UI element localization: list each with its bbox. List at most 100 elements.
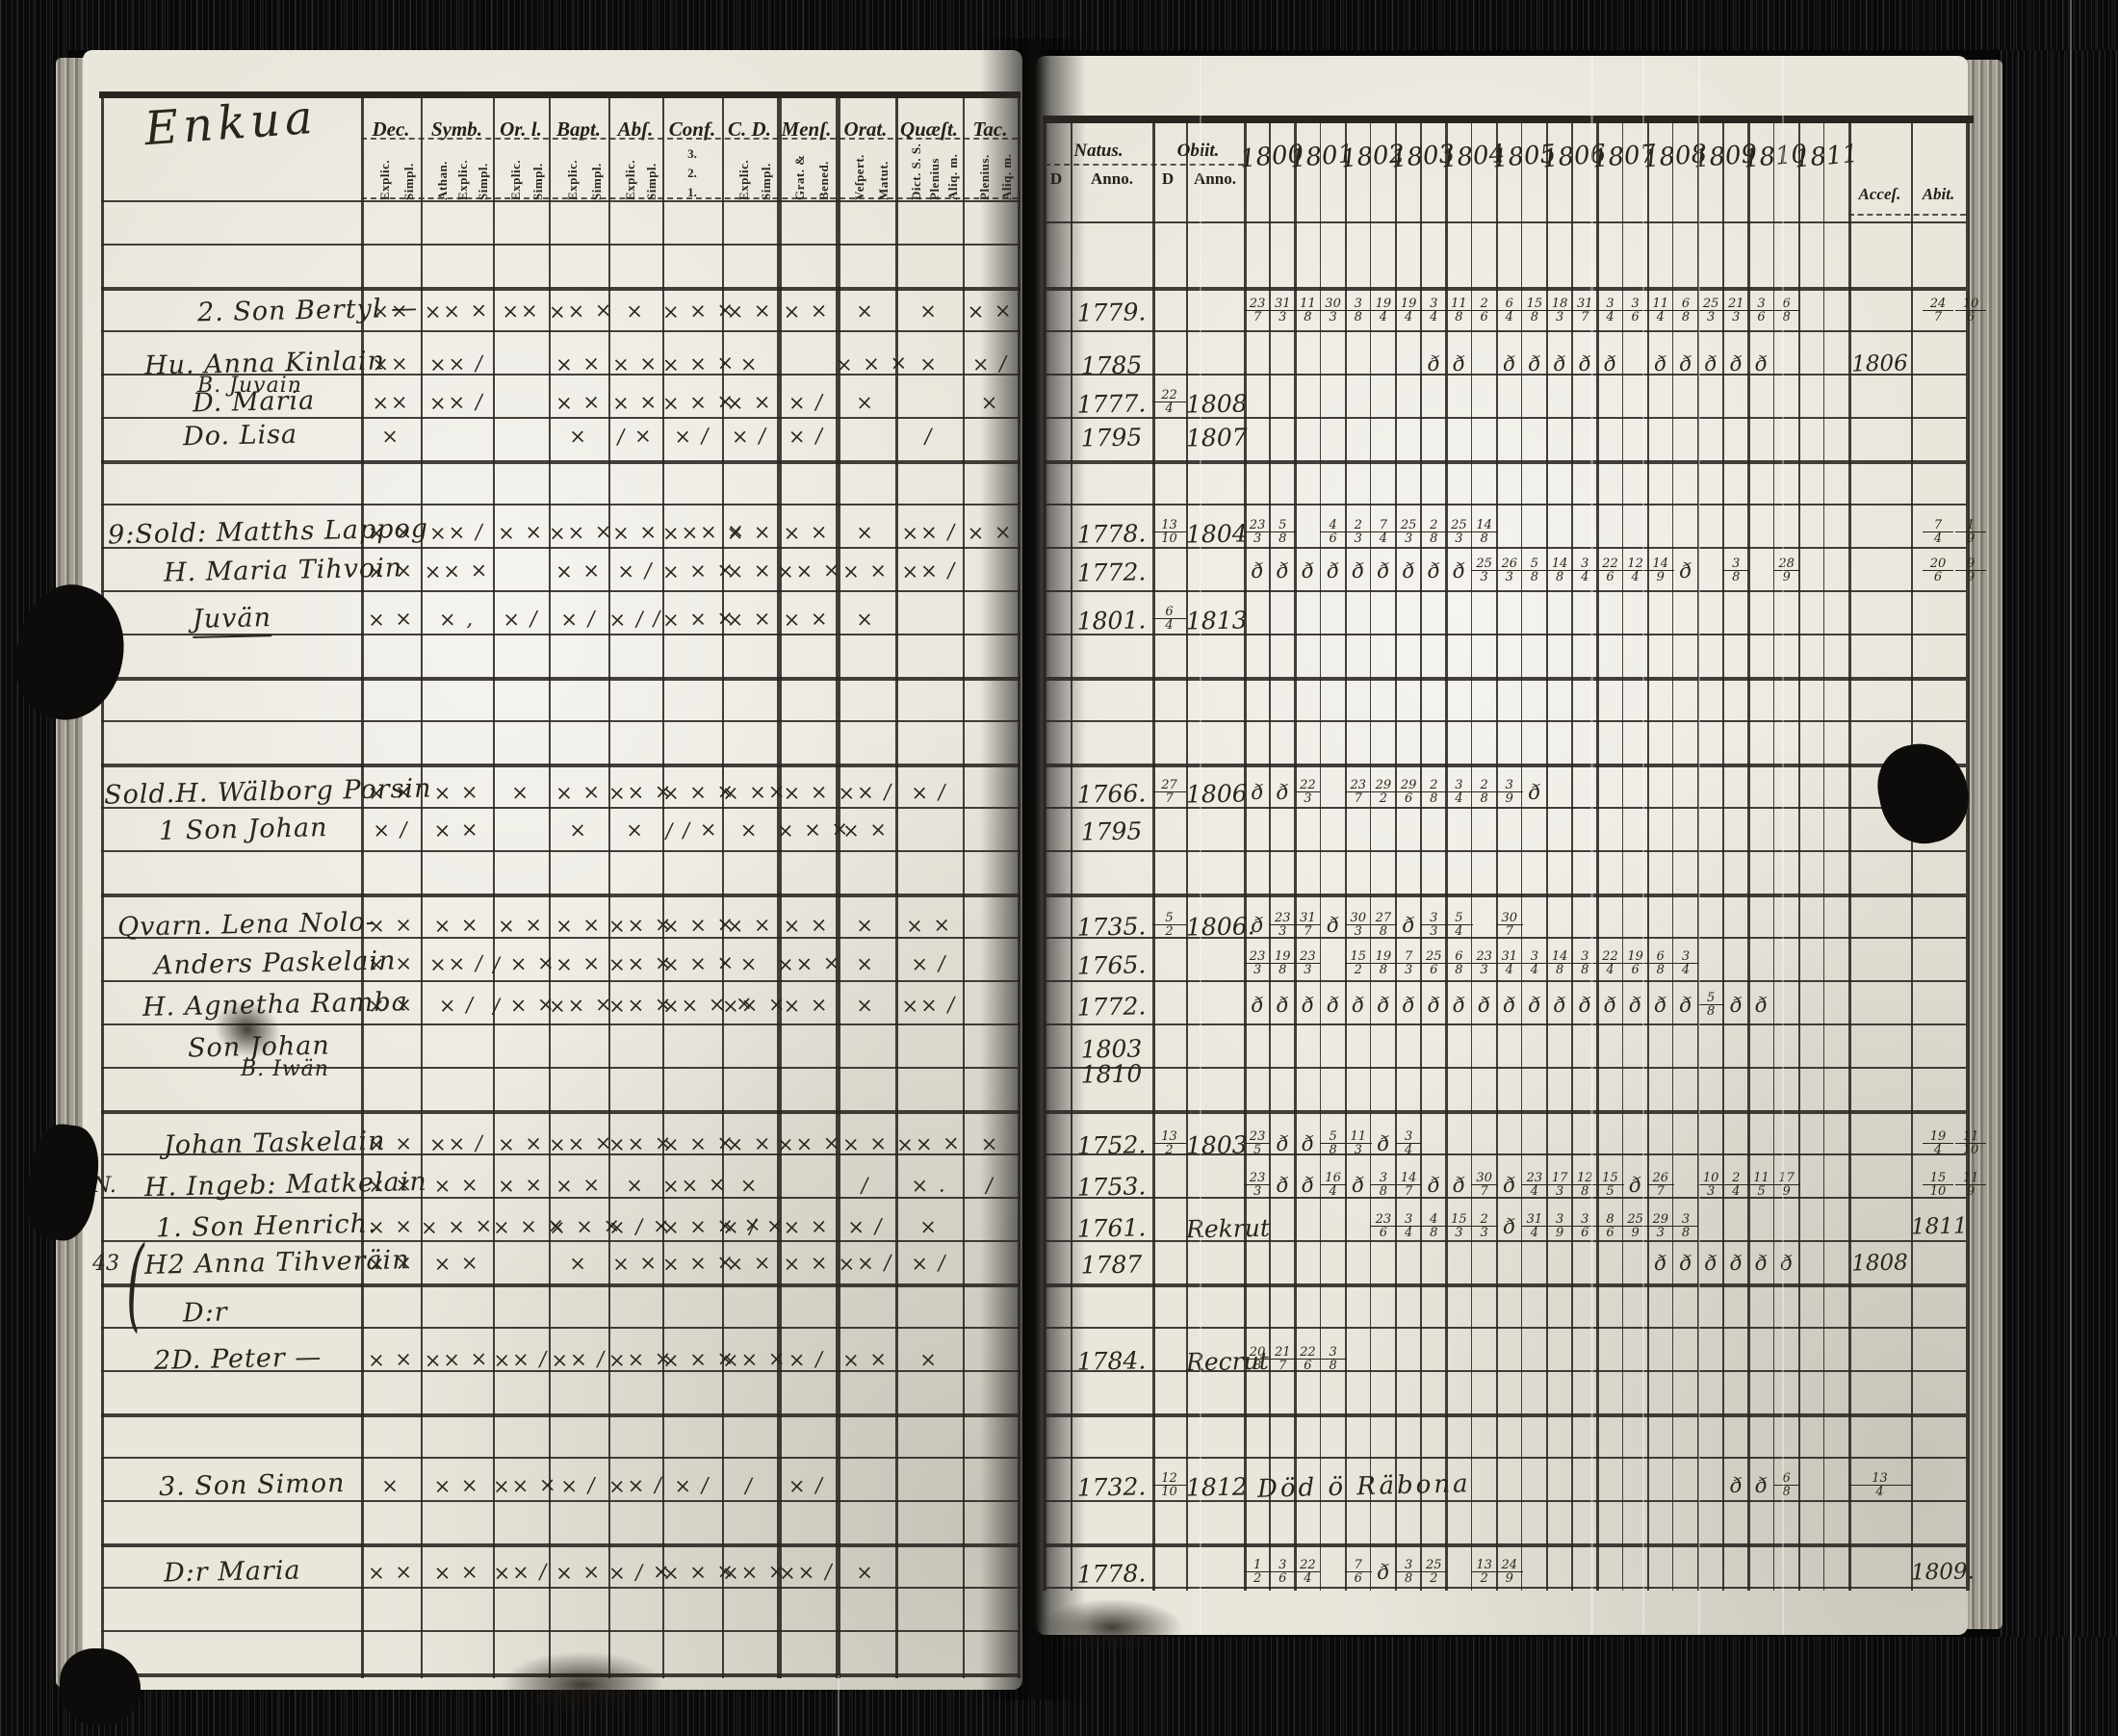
attendance-marks: × [918,1214,940,1239]
attendance-marks: × × [555,780,603,805]
attendance-marks: × / [971,351,1009,376]
attendance-marks: × × [367,993,415,1018]
ditto-mark: ð [1276,1174,1289,1197]
left-grid-vline [421,94,423,1678]
right-grid-hline [1045,1500,1966,1502]
natus-anno-subheader: Anno. [1091,169,1133,188]
attendance-marks: × × [841,817,890,842]
person-name-secondary: B. Juvain [197,374,302,398]
natus-year: 1765. [1076,950,1147,980]
ditto-mark: ð [1327,914,1339,937]
person-name: D. Maria [192,385,316,419]
attendance-marks: ×× × [548,992,614,1019]
left-grid-hline [101,200,1020,202]
attendance-marks: ×× × [776,950,842,977]
column-subheader: Explic. [507,159,523,200]
date-fraction: 22 4 [1152,389,1186,416]
ditto-mark: ð [1704,1252,1718,1275]
year-column-label: 1811 [1793,139,1860,174]
column-subheader: Explic. [623,159,637,200]
attendance-marks: × × [367,913,415,938]
right-grid-hline [1045,1197,1966,1199]
attendance-marks: × × × [661,389,736,416]
attendance-marks: × × [433,1173,480,1198]
ditto-mark: ð [1427,1174,1440,1197]
right-grid-hline [1045,1153,1966,1155]
date-fraction: 23 4 [1520,1172,1549,1199]
ditto-mark: ð [1654,1252,1667,1275]
date-fraction: 19 4 [1369,298,1397,324]
margin-note: 43 [92,1252,119,1276]
ditto-mark: ð [1377,559,1390,583]
acces-header: Acceſ. [1858,185,1901,203]
attendance-marks: × × × [661,779,736,806]
left-grid-hline [101,1543,1020,1547]
column-header-label: Conf. [668,117,716,141]
attendance-marks: × [568,1251,589,1276]
ditto-mark: ð [1553,352,1566,376]
attendance-marks: × / [559,607,598,632]
date-fraction: 23 3 [1470,950,1498,977]
date-fraction: 21 7 [1269,1346,1297,1373]
attendance-marks: × × [726,390,773,415]
date-fraction: 23 7 [1344,779,1372,806]
right-grid-hline [1045,1587,1966,1589]
attendance-marks: × [855,390,876,415]
attendance-marks: × / [372,817,410,842]
date-fraction: 31 3 [1269,298,1297,324]
date-fraction: 30 7 [1470,1172,1498,1199]
attendance-marks: × [855,520,876,545]
right-grid-vline [1152,123,1155,1591]
left-grid-vline [895,94,898,1678]
date-fraction: 20 6 [1923,557,1953,584]
attendance-marks: ×× × [607,912,674,938]
left-grid-hline [101,1067,1020,1069]
attendance-marks: ×× / [838,780,893,805]
attendance-marks: × × × [661,950,736,977]
attendance-marks: × × × [776,816,851,843]
right-grid-hline [1045,850,1966,852]
margin-brace: ( [126,1225,144,1342]
attendance-marks: × [739,817,760,842]
date-fraction: 30 7 [1495,912,1523,939]
date-fraction: 11 4 [1646,298,1674,324]
ditto-mark: ð [1503,1215,1516,1238]
ditto-mark: ð [1352,1174,1365,1197]
left-grid-hline [101,980,1020,982]
attendance-marks: ××× × [661,519,747,546]
left-grid-hline [101,1457,1020,1459]
scan-right-edge [2001,0,2118,1736]
handwritten-entry: 1806 [1850,350,1908,377]
left-grid-hline [101,894,1020,897]
attendance-marks: ×× / [428,951,485,976]
right-grid-vline [1911,123,1913,1591]
acces-abiit-divider [1848,214,1966,216]
attendance-marks: × [625,817,646,842]
ditto-mark: ð [1276,1132,1289,1155]
left-grid-vline [722,94,724,1678]
attendance-marks: × / × [721,1213,787,1239]
attendance-marks: × × [611,390,659,415]
attendance-marks: ×× / [838,1251,893,1276]
attendance-marks: × × [783,913,830,938]
attendance-marks: × / [910,951,948,976]
column-subheader: Plenius [927,158,942,200]
column-subheader: Veſpert. [851,154,866,200]
right-grid-vline [1520,123,1523,1591]
right-page-top-border [1043,116,1974,123]
attendance-marks: / [861,1173,870,1198]
right-grid-vline [1722,123,1724,1591]
date-fraction: 10 6 [1955,298,1986,324]
attendance-marks: × / [673,1473,711,1498]
scan-streak-3 [1642,56,1644,1635]
right-grid-hline [1045,417,1966,419]
column-subheader: Simpl. [400,163,416,200]
